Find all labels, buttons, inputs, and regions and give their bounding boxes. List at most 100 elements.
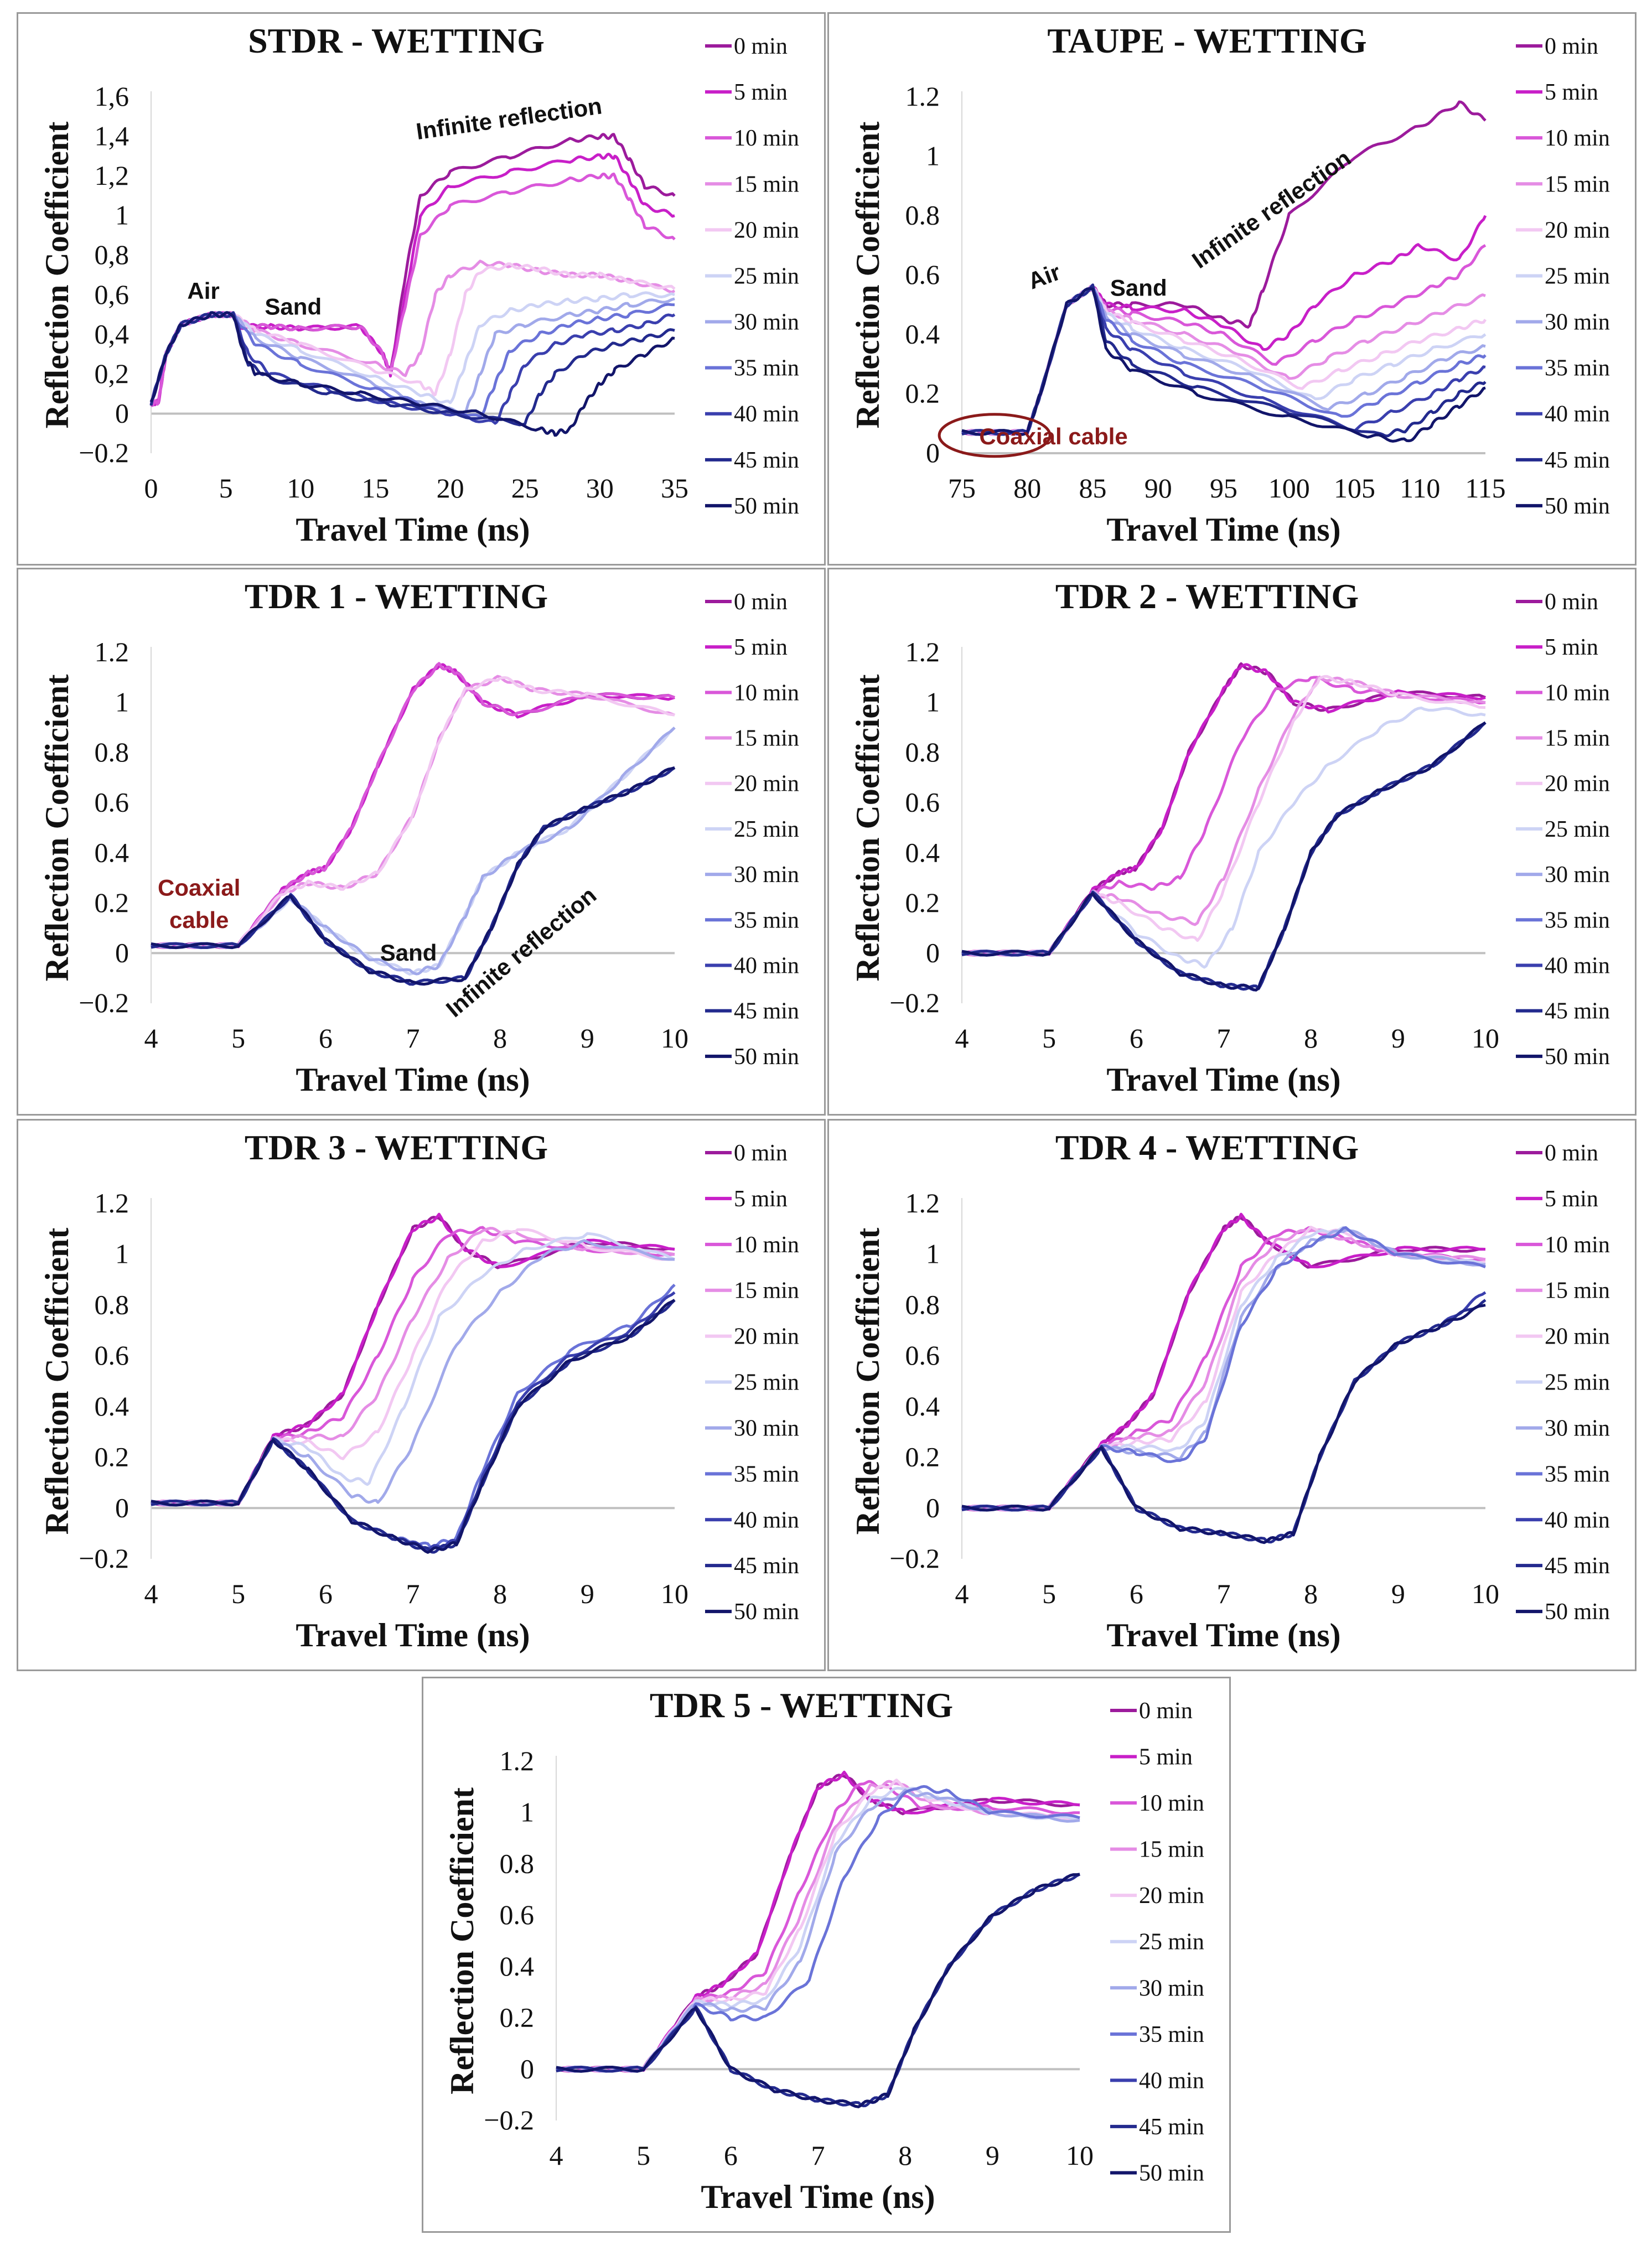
legend-label: 10 min xyxy=(1545,126,1610,151)
y-tick-label: 1 xyxy=(115,687,129,718)
chart-panel-tdr3: TDR 3 - WETTING −0.2 0 0.2 0.4 0.6 0.8 1 1.2 4 5 6 7… xyxy=(17,1119,826,1671)
y-axis-label: Reflection Coefficient xyxy=(39,1228,75,1535)
legend-label: 0 min xyxy=(734,1140,788,1166)
legend-label: 15 min xyxy=(1139,1837,1204,1863)
x-tick-label: 8 xyxy=(898,2140,912,2171)
legend-label: 25 min xyxy=(734,1370,799,1396)
series-line-2 xyxy=(151,1226,675,1507)
y-tick-label: 0.4 xyxy=(500,1951,535,1982)
legend-label: 5 min xyxy=(1545,1186,1598,1212)
y-tick-label: 1 xyxy=(115,200,129,231)
y-tick-label: 0.8 xyxy=(905,200,940,231)
x-tick-label: 95 xyxy=(1210,473,1237,504)
chart-title: TDR 5 - WETTING xyxy=(650,1686,953,1725)
series-line-7 xyxy=(149,303,675,418)
legend-label: 5 min xyxy=(1139,1745,1193,1770)
chart-panel-taupe: TAUPE - WETTING 0 0.2 0.4 0.6 0.8 1 1.2 75 80 85 90… xyxy=(827,12,1637,566)
x-tick-label: 7 xyxy=(406,1023,420,1054)
y-tick-label: 0.4 xyxy=(905,1391,940,1422)
series-line-2 xyxy=(149,172,676,407)
legend-label: 10 min xyxy=(734,680,799,706)
y-tick-label: 0.2 xyxy=(905,1442,940,1473)
legend-label: 35 min xyxy=(1545,1461,1610,1487)
x-tick-label: 115 xyxy=(1465,473,1505,504)
chart-title: TDR 2 - WETTING xyxy=(1055,577,1359,616)
legend-label: 5 min xyxy=(734,1186,788,1212)
y-tick-label: 1,4 xyxy=(95,121,130,152)
legend-label: 10 min xyxy=(734,1232,799,1258)
y-axis-label: Reflection Coefficient xyxy=(850,122,886,429)
x-tick-label: 7 xyxy=(1217,1578,1231,1609)
series-line-6 xyxy=(961,1228,1486,1512)
y-tick-label: 1 xyxy=(926,1238,940,1269)
x-axis-label: Travel Time (ns) xyxy=(296,1617,530,1653)
x-tick-label: 105 xyxy=(1334,473,1375,504)
x-tick-label: 10 xyxy=(1472,1578,1499,1609)
x-tick-label: 9 xyxy=(581,1578,594,1609)
x-tick-label: 5 xyxy=(1042,1023,1056,1054)
y-tick-label: 0.2 xyxy=(500,2002,535,2033)
y-tick-label: 0,4 xyxy=(95,318,130,349)
legend-label: 25 min xyxy=(1139,1930,1204,1955)
legend-label: 50 min xyxy=(1545,1599,1610,1625)
legend-label: 45 min xyxy=(734,999,799,1024)
legend-label: 5 min xyxy=(734,80,788,105)
x-tick-label: 75 xyxy=(948,473,976,504)
x-tick-label: 4 xyxy=(144,1578,158,1609)
chart-title: TDR 3 - WETTING xyxy=(245,1128,548,1167)
chart-svg: TDR 4 - WETTING −0.2 0 0.2 0.4 0.6 0.8 1 1.2 4 5 6 7… xyxy=(850,1128,1610,1653)
x-tick-label: 9 xyxy=(581,1023,594,1054)
series-line-4 xyxy=(151,1228,675,1507)
chart-svg: TDR 1 - WETTING −0.2 0 0.2 0.4 0.6 0.8 1 1.2 4 5 6 7… xyxy=(39,577,799,1098)
x-tick-label: 7 xyxy=(1217,1023,1231,1054)
legend-label: 5 min xyxy=(1545,80,1598,105)
legend-label: 30 min xyxy=(734,1416,799,1441)
y-axis-label: Reflection Coefficient xyxy=(444,1787,480,2094)
legend-label: 0 min xyxy=(734,589,788,615)
x-tick-label: 35 xyxy=(661,473,688,504)
chart-title: TAUPE - WETTING xyxy=(1047,21,1366,60)
legend-label: 10 min xyxy=(1139,1791,1204,1816)
legend-label: 0 min xyxy=(1545,1140,1598,1166)
series-line-1 xyxy=(149,153,675,407)
x-tick-label: 8 xyxy=(493,1578,507,1609)
legend-label: 0 min xyxy=(1545,34,1598,59)
legend-label: 20 min xyxy=(734,771,799,797)
y-tick-label: 0.6 xyxy=(95,787,130,818)
legend-label: 45 min xyxy=(1545,448,1610,473)
legend-label: 40 min xyxy=(1545,953,1610,978)
chart-panel-tdr4: TDR 4 - WETTING −0.2 0 0.2 0.4 0.6 0.8 1 1.2 4 5 6 7… xyxy=(827,1119,1637,1671)
x-tick-label: 7 xyxy=(811,2140,825,2171)
chart-svg: STDR - WETTING −0.2 0 0,2 0,4 0,6 0,8 1 1,2 1,4 1,… xyxy=(39,21,799,548)
chart-panel-tdr2: TDR 2 - WETTING −0.2 0 0.2 0.4 0.6 0.8 1 1.2 4 5 6 7… xyxy=(827,568,1637,1116)
legend-label: 40 min xyxy=(1545,402,1610,427)
chart-title: STDR - WETTING xyxy=(248,21,545,60)
y-tick-label: 1 xyxy=(926,687,940,718)
x-tick-label: 5 xyxy=(219,473,233,504)
legend-label: 25 min xyxy=(1545,817,1610,842)
legend-label: 20 min xyxy=(1139,1883,1204,1909)
series-line-3 xyxy=(556,1780,1080,2073)
legend-label: 30 min xyxy=(734,310,799,335)
series-line-6 xyxy=(151,727,676,976)
x-tick-label: 15 xyxy=(361,473,389,504)
x-axis-label: Travel Time (ns) xyxy=(1106,1617,1340,1653)
legend-label: 30 min xyxy=(734,862,799,888)
series-line-5 xyxy=(961,706,1486,969)
series-line-4 xyxy=(151,676,675,950)
y-tick-label: 0.8 xyxy=(95,737,130,768)
series-line-10 xyxy=(151,766,675,986)
series-line-4 xyxy=(961,675,1486,957)
chart-title: TDR 1 - WETTING xyxy=(245,577,548,616)
y-tick-label: −0.2 xyxy=(79,987,129,1018)
series-line-10 xyxy=(151,1299,676,1554)
y-tick-label: 1 xyxy=(926,140,940,171)
annotation-label: Coaxial xyxy=(158,874,240,900)
legend-label: 30 min xyxy=(1545,862,1610,888)
legend-label: 20 min xyxy=(734,1324,799,1350)
y-tick-label: 0.6 xyxy=(95,1340,130,1371)
y-tick-label: 0.6 xyxy=(905,259,940,290)
x-tick-label: 5 xyxy=(636,2140,650,2171)
annotation-label: Air xyxy=(1024,258,1064,294)
series-line-8 xyxy=(151,1291,676,1552)
